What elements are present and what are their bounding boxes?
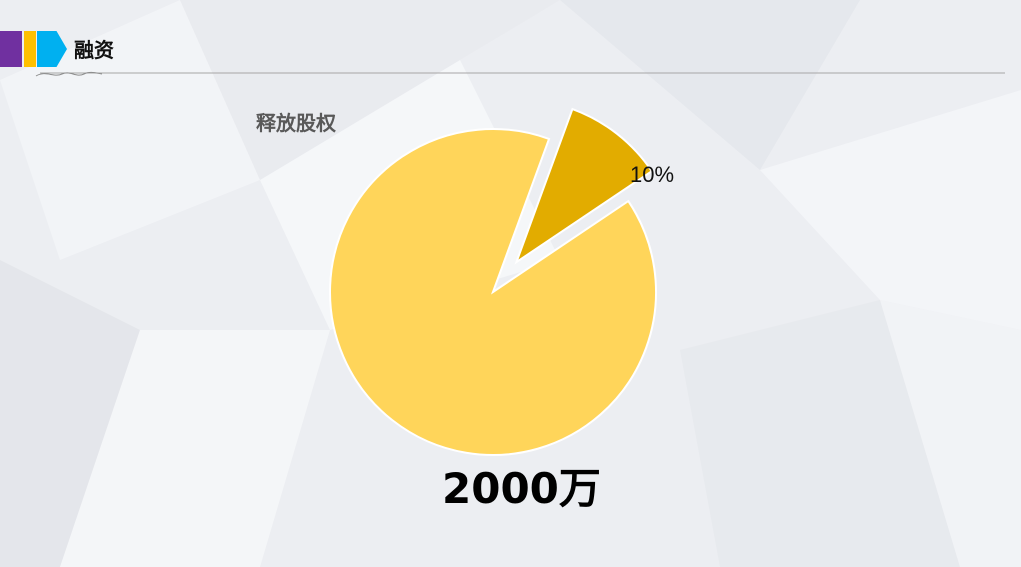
accent-block-purple [0, 31, 22, 67]
header-divider [35, 71, 1005, 77]
financing-amount: 2000万 [442, 464, 601, 513]
slice-data-label: 10% [630, 162, 675, 187]
pie-slice-1 [514, 107, 654, 265]
header-accent-bar [0, 31, 80, 67]
chart-title: 释放股权 [256, 111, 336, 135]
pie-slice-2 [329, 128, 657, 456]
accent-block-yellow [24, 31, 36, 67]
page-title: 融资 [74, 38, 114, 62]
